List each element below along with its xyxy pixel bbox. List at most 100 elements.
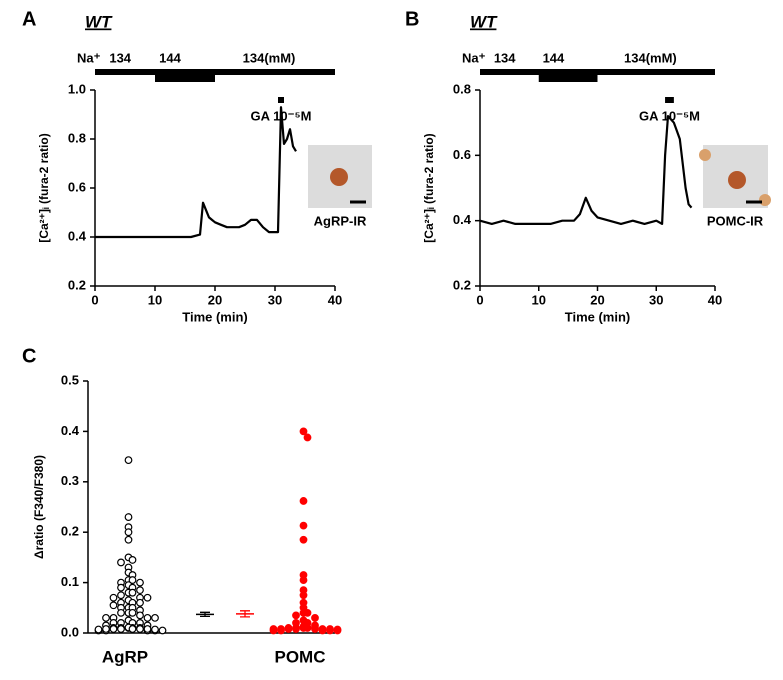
data-point <box>277 625 285 633</box>
data-point <box>109 593 118 602</box>
data-point <box>102 613 110 622</box>
data-point <box>117 583 125 592</box>
data-point <box>124 456 133 465</box>
data-point <box>299 497 308 505</box>
category-label: AgRP <box>102 647 148 666</box>
trace <box>95 106 297 239</box>
data-point <box>136 578 144 587</box>
inset-photo <box>699 145 771 208</box>
y-tick-label: 0.0 <box>61 624 79 639</box>
protocol-label: 134 <box>109 50 131 65</box>
data-point <box>136 625 144 633</box>
y-tick-label: 0.1 <box>61 574 79 589</box>
data-point <box>143 613 152 622</box>
data-point <box>124 513 133 521</box>
data-point <box>136 598 144 607</box>
y-tick-label: 1.0 <box>68 81 86 96</box>
data-point <box>136 586 144 595</box>
data-point <box>299 622 308 631</box>
panel-label: C <box>22 345 36 367</box>
data-point <box>269 625 278 633</box>
panel-label: A <box>22 8 36 30</box>
data-point <box>311 625 319 633</box>
y-tick-label: 0.2 <box>453 277 471 292</box>
y-tick-label: 0.5 <box>61 372 79 387</box>
data-point <box>128 576 137 584</box>
genotype: WT <box>470 12 498 31</box>
data-point <box>117 625 125 633</box>
x-tick-label: 10 <box>148 292 162 307</box>
drug-bar <box>278 97 284 103</box>
protocol-label: 134(mM) <box>243 50 296 65</box>
y-tick-label: 0.3 <box>61 473 79 488</box>
data-point <box>143 625 152 633</box>
panel-label: B <box>405 8 419 30</box>
data-point <box>117 591 125 600</box>
data-point <box>303 608 312 617</box>
data-point <box>284 625 293 633</box>
data-point <box>299 521 308 530</box>
x-axis-label: Time (min) <box>565 309 631 324</box>
data-point <box>117 558 125 567</box>
y-tick-label: 0.8 <box>68 130 86 145</box>
y-axis-label: [Ca²⁺]ᵢ (fura-2 ratio) <box>37 133 51 242</box>
genotype: WT <box>85 12 113 31</box>
inset-label: AgRP-IR <box>314 213 367 228</box>
x-tick-label: 10 <box>532 292 546 307</box>
x-tick-label: 0 <box>91 292 98 307</box>
data-point <box>333 625 342 634</box>
data-point <box>117 608 125 617</box>
protocol-label: 144 <box>543 50 565 65</box>
data-point <box>124 535 133 544</box>
y-tick-label: 0.4 <box>453 212 472 227</box>
data-point <box>128 588 137 597</box>
y-tick-label: 0.6 <box>453 147 471 162</box>
inset-label: POMC-IR <box>707 213 764 228</box>
sem-bar <box>200 611 210 618</box>
x-tick-label: 30 <box>268 292 282 307</box>
x-tick-label: 40 <box>708 292 722 307</box>
data-point <box>158 626 167 635</box>
x-tick-label: 30 <box>649 292 663 307</box>
y-tick-label: 0.8 <box>453 81 471 96</box>
y-tick-label: 0.2 <box>61 524 79 539</box>
data-point <box>128 608 137 617</box>
x-axis-label: Time (min) <box>182 309 248 324</box>
protocol-label: 144 <box>159 50 181 65</box>
data-point <box>299 576 308 584</box>
data-point <box>318 625 327 633</box>
category-label: POMC <box>275 647 326 666</box>
high-na-bar <box>155 72 215 82</box>
x-tick-label: 40 <box>328 292 342 307</box>
trace <box>479 115 693 225</box>
data-point <box>326 625 334 633</box>
data-point <box>299 535 308 544</box>
data-point <box>143 593 152 602</box>
x-tick-label: 0 <box>476 292 483 307</box>
y-tick-label: 0.4 <box>61 423 80 438</box>
data-point <box>292 611 300 620</box>
y-tick-label: 0.6 <box>68 179 86 194</box>
inset-photo <box>308 145 372 208</box>
sem-bar <box>240 610 250 618</box>
data-point <box>102 625 110 633</box>
y-axis-label: [Ca²⁺]ᵢ (fura-2 ratio) <box>422 133 436 242</box>
drug-bar <box>665 97 674 103</box>
data-point <box>303 433 312 442</box>
high-na-bar <box>538 72 598 82</box>
data-point <box>151 625 159 634</box>
data-point <box>292 625 300 633</box>
data-point <box>299 427 308 436</box>
x-tick-label: 20 <box>208 292 222 307</box>
data-point <box>124 528 133 537</box>
data-point <box>109 625 118 633</box>
protocol-label: 134(mM) <box>624 50 677 65</box>
data-point <box>299 591 308 600</box>
drug-label: GA 10⁻⁵M <box>639 108 700 123</box>
protocol-label: 134 <box>494 50 516 65</box>
data-point <box>109 601 118 610</box>
x-tick-label: 20 <box>590 292 604 307</box>
data-point <box>94 625 103 634</box>
data-point <box>151 613 159 622</box>
